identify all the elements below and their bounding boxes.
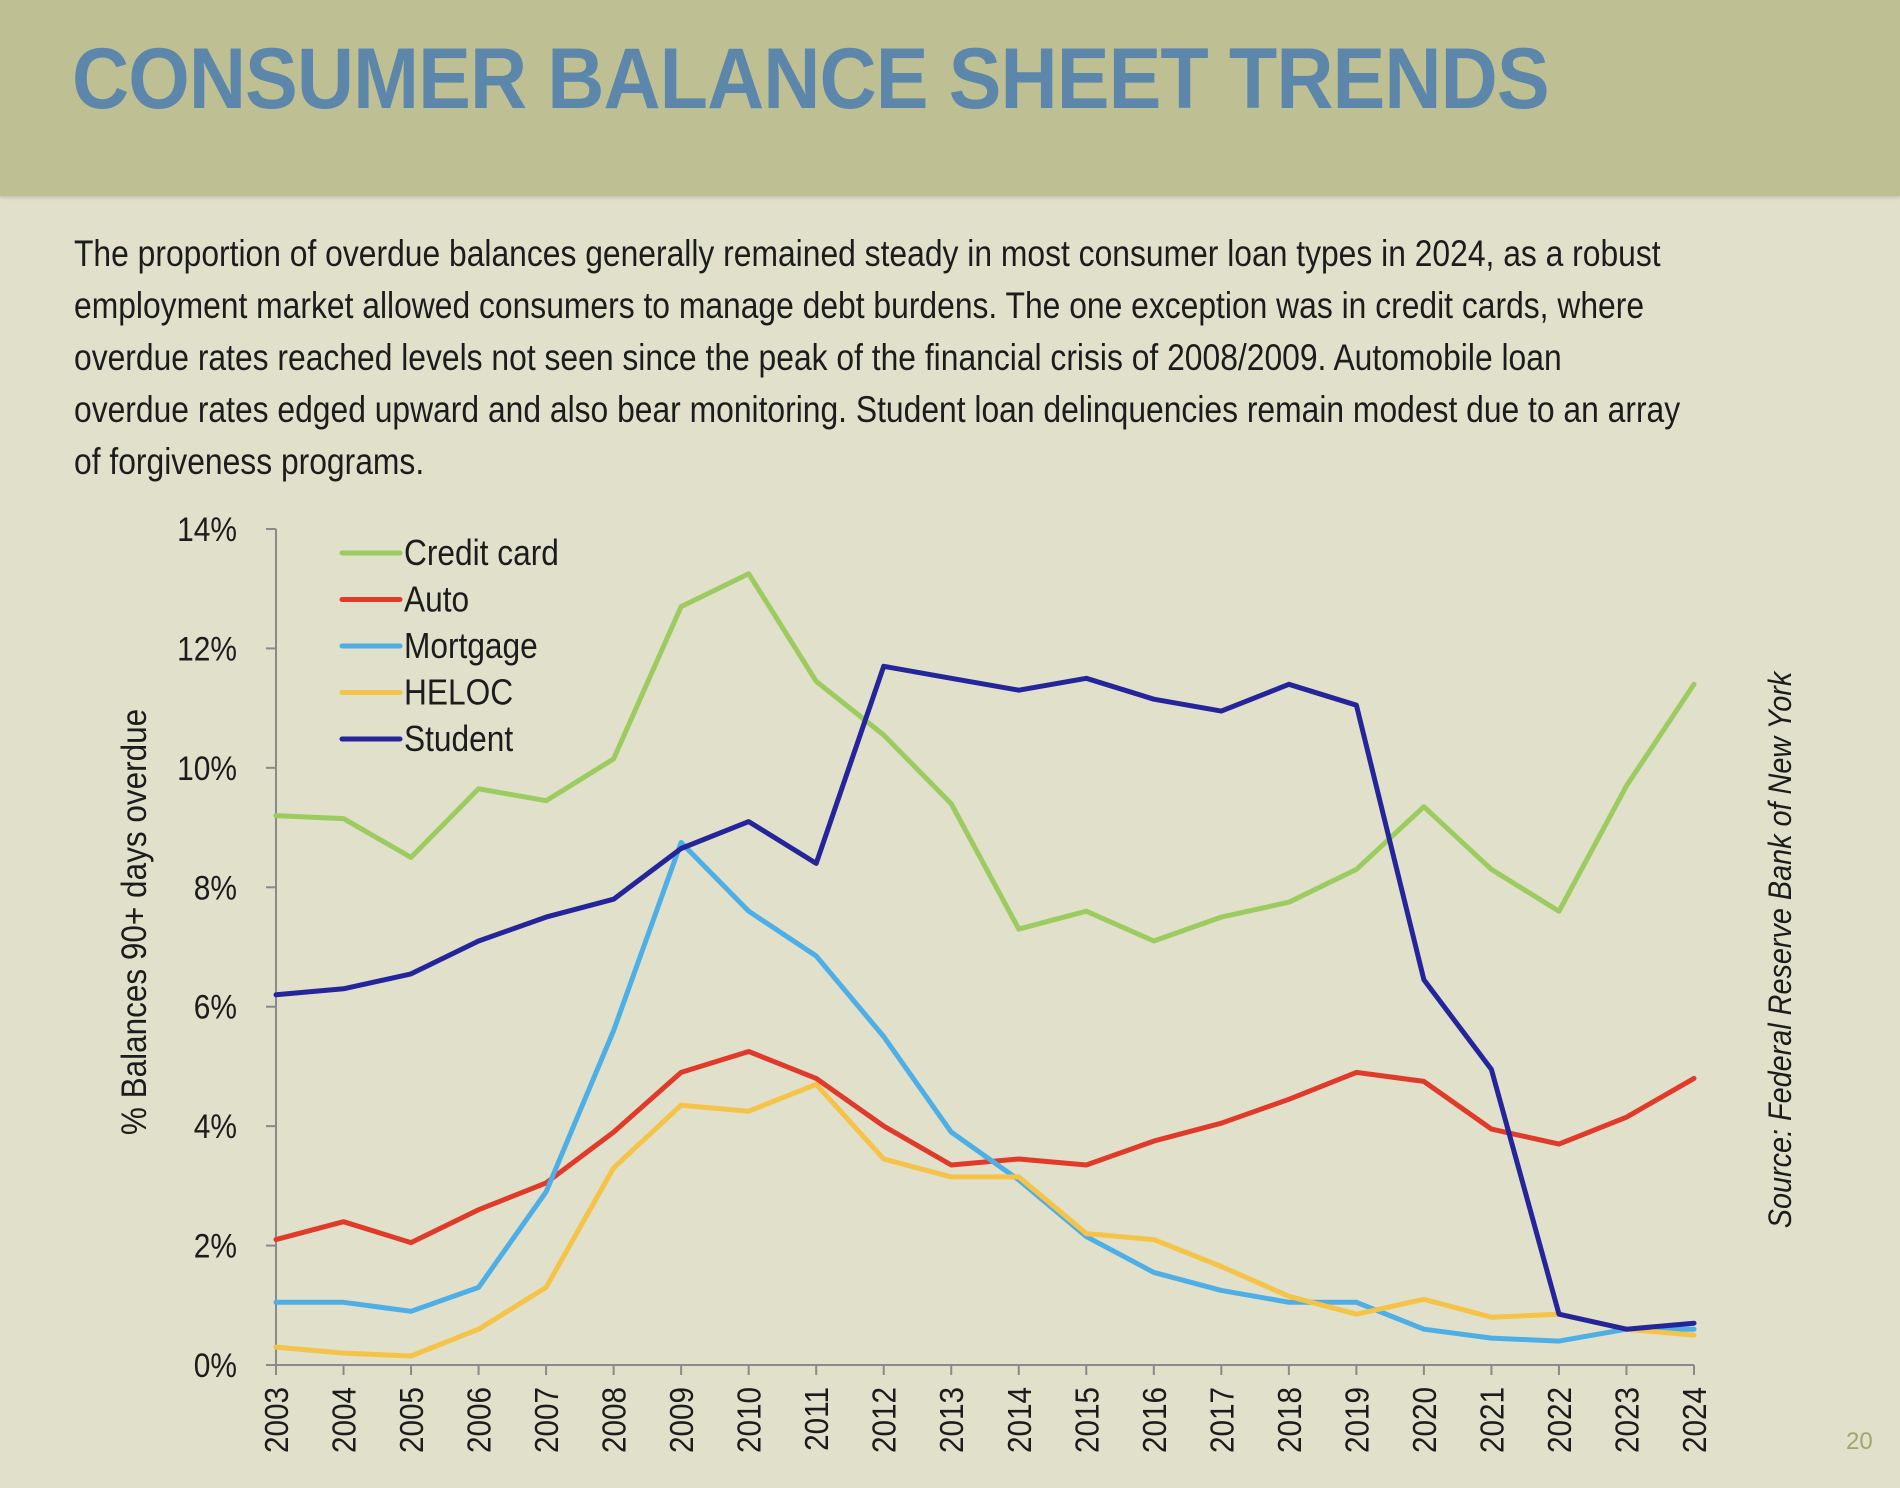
series-line-student xyxy=(273,663,1697,1332)
intro-line: employment market allowed consumers to m… xyxy=(74,285,1645,326)
x-tick-label: 2012 xyxy=(866,1387,903,1453)
y-tick-label: 6% xyxy=(194,988,237,1026)
x-tick-label: 2008 xyxy=(596,1387,633,1453)
x-tick-label: 2020 xyxy=(1406,1387,1443,1453)
y-tick-label: 2% xyxy=(194,1227,237,1265)
y-tick-label: 14% xyxy=(177,510,237,548)
source-note: Source: Federal Reserve Bank of New York xyxy=(1763,670,1799,1228)
intro-line: of forgiveness programs. xyxy=(74,441,425,482)
x-tick-label: 2007 xyxy=(529,1387,566,1453)
x-tick-label: 2016 xyxy=(1136,1387,1173,1453)
x-tick-label: 2021 xyxy=(1474,1387,1511,1453)
series-line-auto xyxy=(273,1049,1697,1246)
legend-label: Mortgage xyxy=(404,626,538,666)
x-tick-label: 2011 xyxy=(799,1387,836,1451)
x-tick-label: 2009 xyxy=(664,1387,701,1453)
x-tick-label: 2018 xyxy=(1271,1387,1308,1453)
legend-label: Credit card xyxy=(404,533,559,573)
x-tick-label: 2006 xyxy=(461,1387,498,1453)
x-tick-label: 2022 xyxy=(1542,1387,1579,1453)
y-tick-label: 0% xyxy=(194,1346,237,1384)
series-line-heloc xyxy=(273,1081,1697,1359)
x-tick-label: 2015 xyxy=(1069,1387,1106,1453)
y-tick-label: 4% xyxy=(194,1107,237,1145)
y-tick-label: 10% xyxy=(177,749,237,787)
x-tick-label: 2014 xyxy=(1001,1387,1038,1453)
series-line-mortgage xyxy=(273,840,1697,1344)
x-tick-label: 2005 xyxy=(394,1387,431,1453)
intro-paragraph: The proportion of overdue balances gener… xyxy=(74,228,1708,488)
header-band: CONSUMER BALANCE SHEET TRENDS xyxy=(0,0,1900,196)
intro-line: overdue rates reached levels not seen si… xyxy=(74,337,1562,378)
x-tick-label: 2010 xyxy=(731,1387,768,1453)
y-axis-title: % Balances 90+ days overdue xyxy=(116,709,155,1135)
x-tick-label: 2004 xyxy=(326,1387,363,1453)
x-tick-label: 2003 xyxy=(259,1387,296,1453)
page-number: 20 xyxy=(1846,1428,1873,1455)
legend-label: HELOC xyxy=(404,673,513,713)
x-tick-label: 2019 xyxy=(1339,1387,1376,1453)
x-tick-label: 2017 xyxy=(1204,1387,1241,1453)
y-tick-label: 12% xyxy=(177,630,237,668)
intro-line: overdue rates edged upward and also bear… xyxy=(74,389,1681,430)
y-tick-label: 8% xyxy=(194,868,237,906)
series-line-credit-card xyxy=(273,571,1697,944)
intro-line: The proportion of overdue balances gener… xyxy=(74,233,1661,274)
legend-label: Auto xyxy=(404,580,469,620)
x-tick-label: 2013 xyxy=(934,1387,971,1453)
x-tick-label: 2024 xyxy=(1677,1387,1714,1453)
x-tick-label: 2023 xyxy=(1609,1387,1646,1453)
page-title: CONSUMER BALANCE SHEET TRENDS xyxy=(72,31,1550,127)
legend-label: Student xyxy=(404,719,514,759)
